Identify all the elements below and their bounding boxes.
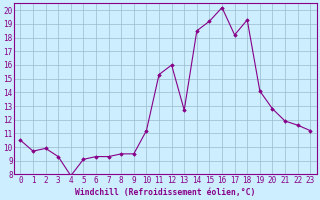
- X-axis label: Windchill (Refroidissement éolien,°C): Windchill (Refroidissement éolien,°C): [75, 188, 255, 197]
